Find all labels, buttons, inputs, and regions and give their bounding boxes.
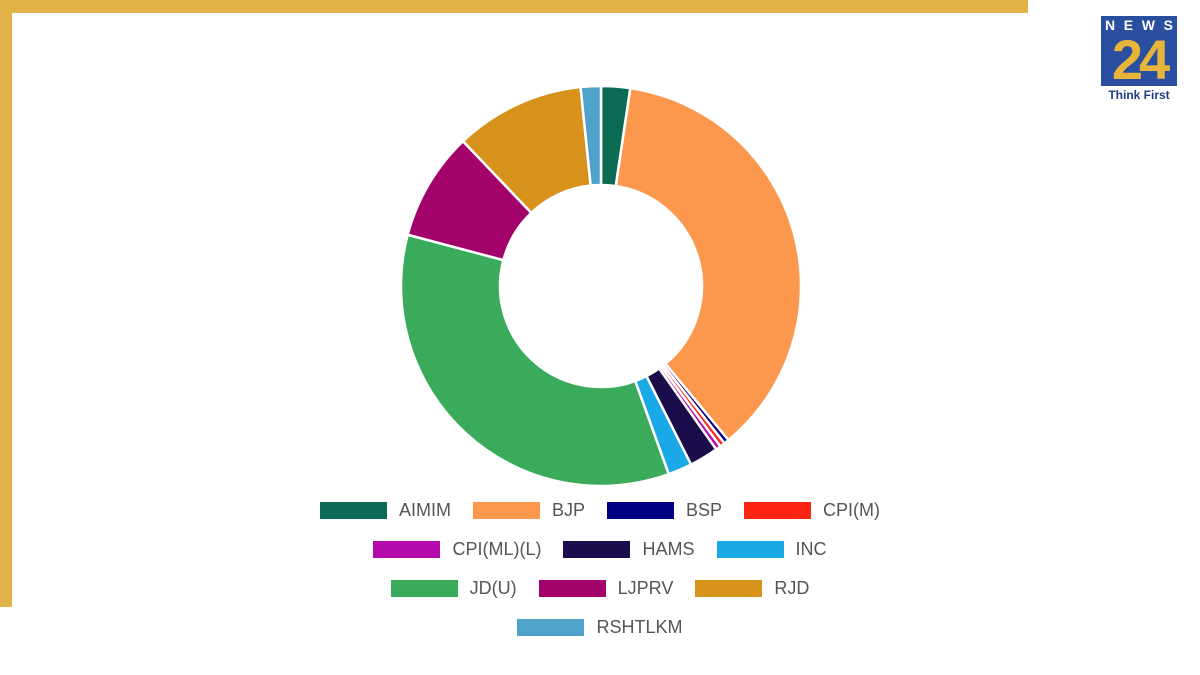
legend-item-rshtlkm[interactable]: RSHTLKM bbox=[517, 616, 683, 637]
legend-label: BJP bbox=[551, 499, 585, 520]
legend-label: AIMIM bbox=[398, 499, 451, 520]
logo-letters: N E W S bbox=[1101, 16, 1177, 34]
logo-tagline: Think First bbox=[1108, 88, 1170, 102]
legend-label: RSHTLKM bbox=[596, 616, 683, 637]
legend-swatch bbox=[695, 579, 763, 597]
legend-row: RSHTLKM bbox=[240, 617, 960, 637]
legend-item-ljprv[interactable]: LJPRV bbox=[538, 577, 674, 598]
legend-swatch bbox=[390, 579, 458, 597]
logo-letter-n: N bbox=[1105, 17, 1116, 33]
legend-swatch bbox=[517, 618, 585, 636]
frame-top-bar bbox=[0, 0, 1028, 13]
legend-item-rjd[interactable]: RJD bbox=[695, 578, 809, 598]
chart-legend: AIMIM BJP BSP CPI(M) CPI(ML)(L) HAMS INC JD(U) L… bbox=[240, 500, 960, 637]
legend-item-cpi-ml-l[interactable]: CPI(ML)(L) bbox=[373, 539, 541, 559]
slice-jd-u bbox=[399, 233, 671, 488]
legend-swatch bbox=[472, 501, 540, 519]
legend-label: LJPRV bbox=[617, 577, 674, 598]
legend-swatch bbox=[538, 579, 606, 597]
legend-label: JD(U) bbox=[469, 577, 517, 598]
legend-swatch bbox=[744, 501, 812, 519]
legend-item-jd-u[interactable]: JD(U) bbox=[390, 577, 517, 598]
legend-item-aimim[interactable]: AIMIM bbox=[319, 499, 451, 520]
logo-letter-w: W bbox=[1141, 17, 1155, 33]
slice-rshtlkm bbox=[579, 84, 603, 187]
legend-item-bjp[interactable]: BJP bbox=[472, 499, 585, 520]
legend-label: RJD bbox=[774, 577, 810, 598]
legend-swatch bbox=[716, 540, 784, 558]
legend-row: AIMIM BJP BSP CPI(M) bbox=[240, 500, 960, 520]
legend-item-bsp[interactable]: BSP bbox=[606, 499, 723, 520]
legend-swatch bbox=[373, 540, 441, 558]
news24-logo: N E W S 24 Think First bbox=[1101, 16, 1177, 104]
legend-swatch bbox=[563, 540, 631, 558]
logo-number: 24 bbox=[1101, 32, 1177, 88]
legend-item-hams[interactable]: HAMS bbox=[563, 538, 695, 559]
logo-letter-s: S bbox=[1163, 17, 1173, 33]
legend-row: JD(U) LJPRV RJD bbox=[240, 578, 960, 598]
legend-swatch bbox=[606, 501, 674, 519]
slice-bjp bbox=[614, 86, 803, 442]
legend-label: BSP bbox=[685, 499, 723, 520]
legend-label: CPI(M) bbox=[823, 499, 881, 520]
legend-row: CPI(ML)(L) HAMS INC bbox=[240, 539, 960, 559]
legend-item-cpi-m[interactable]: CPI(M) bbox=[744, 500, 880, 520]
legend-label: CPI(ML)(L) bbox=[452, 538, 542, 559]
frame-left-bar bbox=[0, 0, 12, 607]
logo-letter-e: E bbox=[1123, 17, 1134, 33]
legend-label: HAMS bbox=[642, 538, 695, 559]
legend-item-inc[interactable]: INC bbox=[716, 538, 827, 559]
legend-label: INC bbox=[795, 538, 827, 559]
legend-swatch bbox=[319, 501, 387, 519]
